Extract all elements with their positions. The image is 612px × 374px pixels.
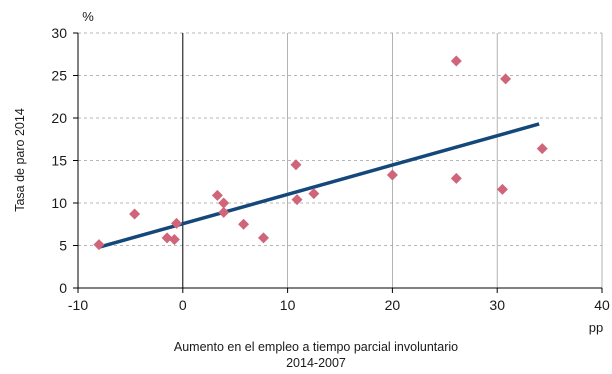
data-point-17 <box>500 73 512 85</box>
y-unit-label: % <box>82 9 94 24</box>
x-tick-label--10: -10 <box>68 297 88 313</box>
trendline-layer <box>98 122 540 249</box>
y-tick-label-5: 5 <box>59 238 67 254</box>
data-points <box>93 55 548 251</box>
data-point-13 <box>386 169 398 181</box>
data-point-16 <box>496 183 508 195</box>
x-unit-label: pp <box>589 320 603 335</box>
x-tick-label-20: 20 <box>385 297 401 313</box>
x-tick-label-0: 0 <box>179 297 187 313</box>
data-point-0 <box>93 239 105 251</box>
x-tick-label-40: 40 <box>594 297 610 313</box>
trendline <box>98 122 540 249</box>
x-axis-title-line2: 2014-2007 <box>286 356 346 370</box>
axes <box>73 32 603 293</box>
data-point-2 <box>161 232 173 244</box>
data-point-10 <box>290 159 302 171</box>
x-axis-title-line1: Aumento en el empleo a tiempo parcial in… <box>174 340 458 354</box>
data-point-1 <box>129 208 141 220</box>
y-tick-label-20: 20 <box>51 110 67 126</box>
y-tick-label-15: 15 <box>51 153 67 169</box>
x-tick-label-10: 10 <box>280 297 296 313</box>
data-point-9 <box>257 232 269 244</box>
data-point-5 <box>211 189 223 201</box>
data-point-8 <box>238 218 250 230</box>
y-tick-label-0: 0 <box>59 280 67 296</box>
y-tick-label-25: 25 <box>51 68 67 84</box>
data-point-12 <box>308 188 320 200</box>
data-point-15 <box>450 172 462 184</box>
data-point-4 <box>171 217 183 229</box>
grid-lines <box>78 32 603 288</box>
x-tick-label-30: 30 <box>489 297 505 313</box>
y-axis-title: Tasa de paro 2014 <box>13 108 27 212</box>
y-tick-label-30: 30 <box>51 25 67 41</box>
data-point-6 <box>218 197 230 209</box>
data-point-7 <box>218 206 230 218</box>
data-point-14 <box>450 55 462 67</box>
data-point-11 <box>291 194 303 206</box>
data-point-3 <box>168 234 180 246</box>
data-point-18 <box>536 143 548 155</box>
y-tick-label-10: 10 <box>51 195 67 211</box>
